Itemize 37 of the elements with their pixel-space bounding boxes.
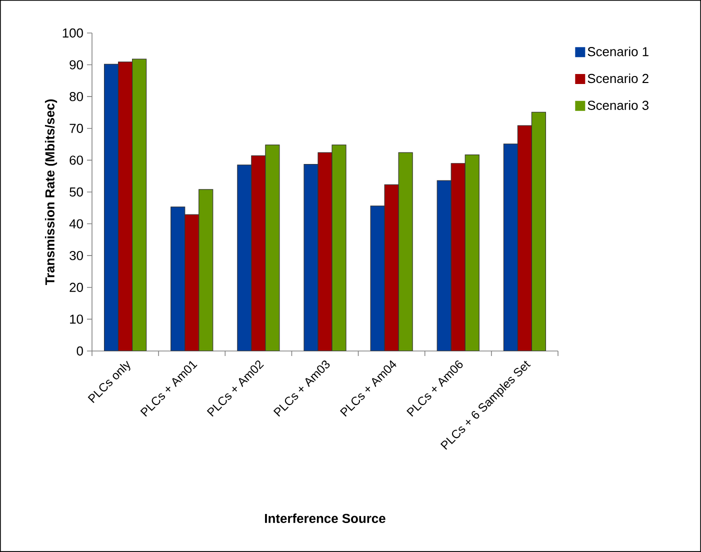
y-axis-title: Transmission Rate (Mbits/sec) (44, 99, 58, 286)
y-tick-label: 50 (70, 187, 83, 197)
bar (517, 125, 532, 351)
bar (370, 206, 385, 351)
bar (118, 62, 133, 351)
bar (304, 164, 318, 351)
legend-label: Scenario 1 (588, 46, 648, 56)
y-tick-label: 20 (70, 282, 83, 292)
bar (184, 214, 200, 351)
y-tick-label: 60 (70, 156, 83, 165)
bar (237, 164, 252, 351)
bar (265, 144, 280, 351)
bar (251, 155, 266, 351)
y-tick-label: 90 (70, 60, 83, 70)
y-tick-label: 0 (76, 346, 83, 356)
bar (332, 144, 346, 351)
bar (450, 163, 466, 351)
bar (132, 58, 147, 351)
y-tick-label: 100 (62, 28, 83, 38)
y-tick-label: 10 (70, 314, 83, 324)
bar (398, 152, 413, 351)
legend-label: Scenario 3 (588, 100, 648, 110)
legend-label: Scenario 2 (588, 74, 648, 84)
y-tick-label: 80 (70, 92, 83, 102)
bar (503, 144, 518, 351)
bar (318, 152, 332, 351)
bar (384, 184, 399, 351)
bar (531, 112, 546, 351)
bar (464, 154, 480, 351)
bar (198, 189, 214, 351)
y-tick-label: 30 (70, 250, 83, 260)
y-tick-label: 40 (69, 219, 83, 228)
bar (104, 64, 119, 351)
bar (436, 180, 452, 351)
y-tick-label: 70 (70, 124, 83, 133)
bar (170, 206, 186, 351)
x-axis-title: Interference Source (265, 514, 386, 524)
